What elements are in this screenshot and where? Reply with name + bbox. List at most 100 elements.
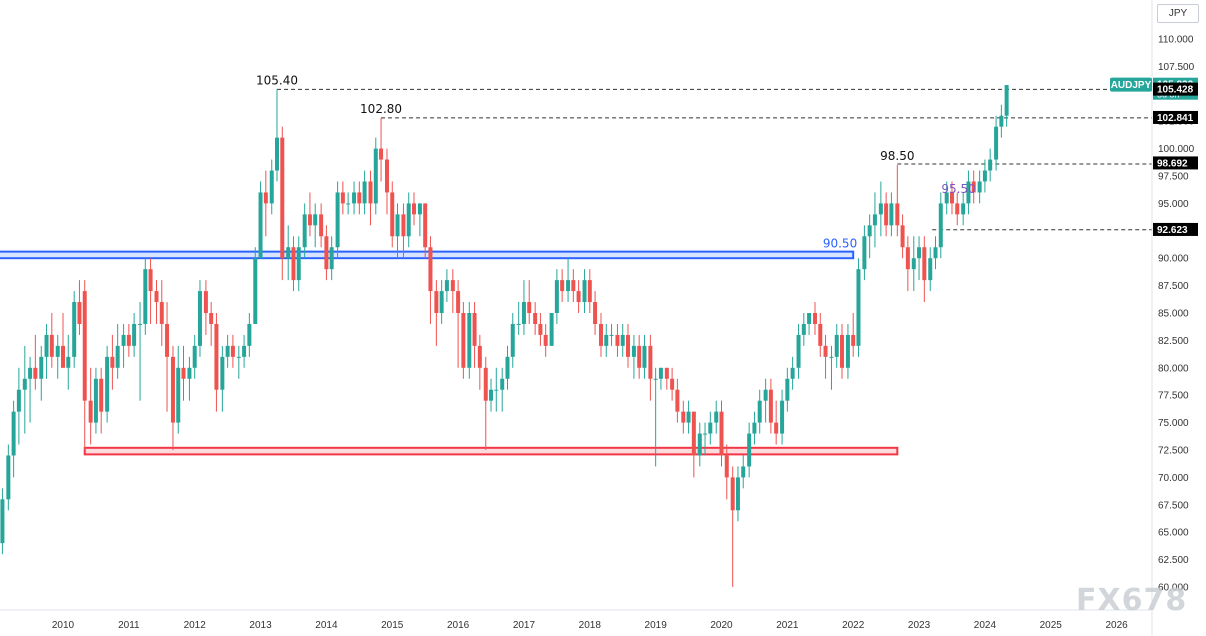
candle-body (999, 115, 1004, 127)
annotation-2: 98.50 (880, 149, 914, 163)
candle-30 (159, 280, 164, 346)
candle-173 (944, 181, 949, 215)
candle-body (406, 203, 411, 237)
candle-109 (593, 291, 598, 335)
candle-body (609, 334, 614, 336)
candle-body (33, 367, 38, 379)
candle-body (686, 411, 691, 423)
candle-127 (691, 411, 696, 478)
candle-49 (263, 170, 268, 237)
candle-108 (587, 269, 592, 313)
candle-body (176, 367, 181, 423)
candle-158 (862, 225, 867, 281)
candle-79 (428, 236, 433, 324)
candle-body (527, 302, 532, 313)
candle-body (582, 280, 587, 303)
candle-91 (494, 367, 499, 412)
candle-body (49, 334, 54, 357)
candle-75 (406, 192, 411, 248)
candle-body (214, 323, 219, 390)
candle-172 (938, 192, 943, 259)
candle-154 (840, 323, 845, 379)
candle-118 (642, 334, 647, 379)
candle-147 (801, 313, 806, 346)
candle-129 (703, 422, 708, 456)
y-tick-label: 95.000 (1158, 199, 1189, 210)
y-tick-label: 65.000 (1158, 528, 1189, 539)
candle-body (625, 334, 630, 357)
candle-body (66, 356, 71, 368)
candle-body (373, 148, 378, 204)
price-tag-text: 92.623 (1157, 225, 1188, 236)
candle-body (637, 345, 642, 368)
price-tag-3: 98.692 (1153, 156, 1198, 170)
candle-body (604, 334, 609, 346)
candle-body (862, 236, 867, 270)
candle-39 (209, 302, 214, 346)
candle-59 (319, 203, 324, 248)
candle-42 (225, 334, 230, 368)
candle-26 (138, 302, 143, 401)
candle-181 (988, 148, 993, 182)
candle-25 (132, 313, 137, 357)
candle-body (390, 192, 395, 237)
annotation-4: 95.50 (941, 182, 975, 196)
candle-body (845, 334, 850, 368)
candle-142 (774, 400, 779, 445)
candle-83 (450, 269, 455, 313)
candle-body (467, 313, 472, 368)
candle-184 (1004, 85, 1009, 127)
candle-89 (483, 356, 488, 450)
candle-body (955, 203, 960, 215)
candle-160 (872, 192, 877, 248)
candle-43 (230, 334, 235, 368)
y-tick-label: 87.500 (1158, 281, 1189, 292)
price-tag-4: 92.623 (1153, 222, 1198, 236)
candle-35 (187, 356, 192, 401)
candle-body (691, 411, 696, 456)
candle-body (307, 214, 312, 226)
candle-97 (527, 280, 532, 324)
candle-98 (533, 302, 538, 335)
candle-body (670, 378, 675, 390)
price-tag-bg (1153, 110, 1198, 124)
candle-131 (714, 400, 719, 434)
candle-176 (961, 192, 966, 226)
symbol-badge: AUDJPY (1110, 77, 1152, 92)
candle-21 (110, 334, 115, 390)
candle-body (362, 181, 367, 204)
watermark-logo: FX678 (1076, 583, 1188, 618)
candle-body (768, 389, 773, 423)
candle-body (197, 291, 202, 346)
candle-111 (604, 323, 609, 357)
candle-5 (22, 345, 27, 434)
candle-130 (708, 411, 713, 445)
candle-body (505, 356, 510, 379)
candle-body (55, 345, 60, 357)
candle-body (340, 192, 345, 204)
candle-body (900, 225, 905, 248)
candle-101 (549, 313, 554, 346)
candle-126 (686, 400, 691, 434)
candle-62 (335, 181, 340, 259)
time-axis[interactable]: 2010 2011 2012 2013 2014 2015 2016 2017 2018 2019… (52, 620, 1128, 631)
candle-body (971, 181, 976, 193)
candle-body (220, 356, 225, 390)
candle-38 (203, 280, 208, 335)
candle-159 (867, 214, 872, 259)
candle-70 (379, 117, 384, 182)
candle-54 (291, 236, 296, 292)
candle-body (730, 477, 735, 511)
candle-60 (324, 225, 329, 281)
currency-label[interactable]: JPY (1157, 4, 1199, 23)
candle-55 (296, 236, 301, 292)
candles-layer (0, 85, 1009, 587)
candle-body (368, 181, 373, 204)
candle-body (143, 269, 148, 324)
candle-body (324, 236, 329, 270)
candle-161 (878, 181, 883, 237)
candle-body (401, 214, 406, 237)
candle-body (818, 323, 823, 346)
price-tag-bg (1153, 222, 1198, 236)
